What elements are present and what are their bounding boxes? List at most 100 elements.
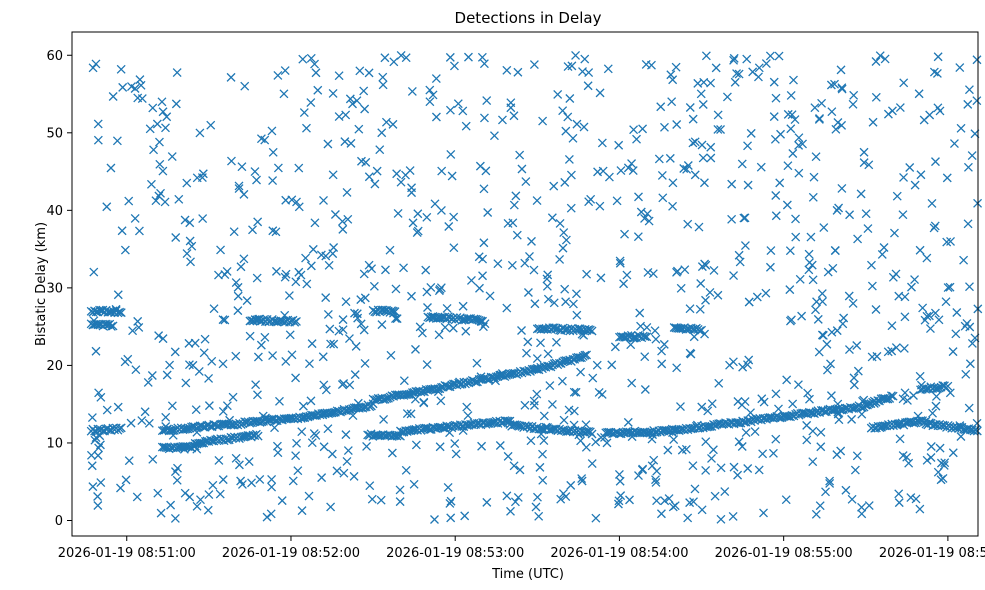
clutter-marker bbox=[555, 218, 565, 228]
clutter-marker bbox=[729, 55, 739, 65]
clutter-marker bbox=[483, 208, 493, 217]
clutter-marker bbox=[195, 128, 205, 138]
clutter-marker bbox=[326, 339, 336, 349]
clutter-marker bbox=[134, 226, 144, 236]
clutter-marker bbox=[916, 170, 926, 180]
clutter-marker bbox=[579, 122, 589, 132]
clutter-marker bbox=[298, 401, 308, 411]
clutter-marker bbox=[696, 89, 706, 99]
clutter-marker bbox=[740, 213, 750, 223]
clutter-marker bbox=[561, 297, 571, 307]
clutter-marker bbox=[635, 308, 645, 318]
clutter-marker bbox=[506, 506, 515, 516]
clutter-marker bbox=[922, 311, 932, 321]
clutter-marker bbox=[934, 315, 944, 325]
clutter-marker bbox=[262, 512, 272, 522]
clutter-marker bbox=[233, 282, 243, 292]
clutter-marker bbox=[356, 319, 366, 329]
clutter-marker bbox=[863, 224, 873, 233]
clutter-marker bbox=[385, 245, 395, 255]
clutter-marker bbox=[867, 281, 877, 291]
clutter-marker bbox=[614, 140, 624, 150]
clutter-marker bbox=[831, 124, 841, 134]
clutter-marker bbox=[694, 222, 704, 232]
clutter-marker bbox=[735, 257, 745, 267]
clutter-marker bbox=[668, 75, 678, 85]
clutter-marker bbox=[696, 279, 706, 288]
clutter-marker bbox=[695, 304, 705, 314]
track-marker bbox=[886, 391, 896, 401]
clutter-marker bbox=[697, 262, 707, 272]
clutter-marker bbox=[713, 124, 723, 134]
clutter-marker bbox=[538, 475, 548, 485]
data-markers bbox=[86, 50, 983, 524]
clutter-marker bbox=[356, 295, 366, 305]
x-tick-label: 2026-01-19 08:56:00 bbox=[879, 546, 985, 561]
clutter-marker bbox=[275, 396, 284, 406]
clutter-marker bbox=[220, 315, 230, 325]
track-marker bbox=[828, 405, 838, 415]
clutter-marker bbox=[218, 359, 228, 369]
clutter-marker bbox=[328, 88, 338, 98]
clutter-marker bbox=[188, 360, 198, 370]
track-marker bbox=[640, 332, 650, 342]
clutter-marker bbox=[722, 92, 732, 102]
clutter-marker bbox=[929, 67, 939, 77]
clutter-marker bbox=[761, 288, 771, 298]
clutter-marker bbox=[737, 442, 747, 451]
clutter-marker bbox=[132, 492, 142, 502]
clutter-marker bbox=[813, 314, 823, 324]
track-marker bbox=[582, 350, 592, 360]
clutter-marker bbox=[234, 181, 244, 191]
clutter-marker bbox=[794, 168, 804, 178]
clutter-marker bbox=[332, 466, 342, 476]
clutter-marker bbox=[808, 192, 818, 202]
clutter-marker bbox=[185, 218, 195, 228]
clutter-marker bbox=[956, 432, 966, 441]
clutter-marker bbox=[781, 495, 791, 505]
clutter-marker bbox=[329, 339, 339, 349]
clutter-marker bbox=[200, 334, 210, 344]
clutter-marker bbox=[172, 475, 182, 485]
clutter-marker bbox=[849, 90, 859, 100]
clutter-marker bbox=[118, 82, 128, 92]
clutter-marker bbox=[848, 99, 858, 109]
clutter-marker bbox=[497, 115, 507, 125]
clutter-marker bbox=[255, 474, 265, 484]
clutter-marker bbox=[965, 282, 974, 292]
clutter-marker bbox=[936, 458, 946, 468]
clutter-marker bbox=[676, 402, 685, 412]
clutter-marker bbox=[642, 209, 652, 219]
clutter-marker bbox=[909, 391, 918, 400]
clutter-marker bbox=[910, 180, 920, 190]
clutter-marker bbox=[171, 99, 181, 109]
clutter-marker bbox=[146, 179, 156, 189]
clutter-marker bbox=[226, 156, 236, 166]
clutter-marker bbox=[690, 484, 700, 494]
clutter-marker bbox=[291, 277, 301, 287]
clutter-marker bbox=[354, 124, 364, 134]
clutter-marker bbox=[826, 359, 835, 369]
clutter-marker bbox=[660, 122, 669, 132]
y-tick-label: 0 bbox=[55, 514, 63, 529]
clutter-marker bbox=[811, 305, 820, 315]
clutter-marker bbox=[864, 160, 874, 170]
clutter-marker bbox=[199, 348, 209, 358]
clutter-marker bbox=[727, 214, 737, 224]
clutter-marker bbox=[532, 354, 542, 364]
clutter-marker bbox=[591, 513, 601, 523]
clutter-marker bbox=[341, 297, 351, 307]
clutter-marker bbox=[906, 493, 916, 503]
clutter-marker bbox=[595, 201, 605, 211]
clutter-marker bbox=[162, 370, 172, 380]
clutter-marker bbox=[437, 166, 447, 176]
clutter-marker bbox=[771, 389, 781, 399]
clutter-marker bbox=[113, 290, 123, 300]
clutter-marker bbox=[871, 305, 881, 314]
track-marker bbox=[972, 426, 982, 436]
clutter-marker bbox=[915, 371, 925, 381]
clutter-marker bbox=[180, 488, 190, 498]
clutter-marker bbox=[523, 288, 533, 297]
clutter-marker bbox=[782, 375, 792, 385]
clutter-marker bbox=[367, 494, 377, 504]
